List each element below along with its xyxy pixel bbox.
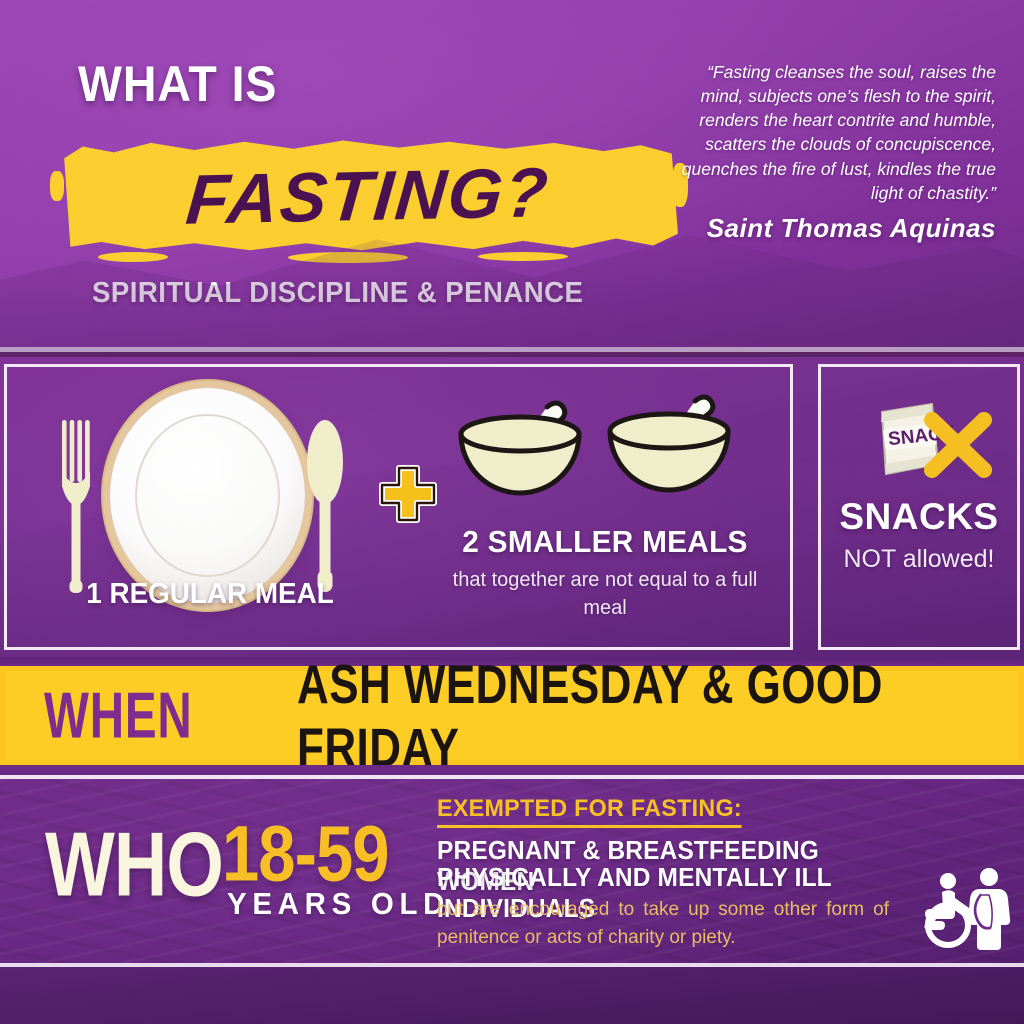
when-banner-inner: WHEN ASH WEDNESDAY & GOOD FRIDAY [6,653,1018,778]
when-banner-gap-top [0,657,1024,666]
age-range: 18-59 [222,810,390,898]
page-kicker: WHAT IS [78,56,278,112]
smaller-meals-sublabel: that together are not equal to a full me… [452,569,758,620]
brush-speck [98,252,168,262]
snacks-title: SNACKS [839,496,999,537]
plus-icon [379,465,437,523]
quote-block: “Fasting cleanses the soul, raises the m… [666,60,996,244]
brush-speck [288,252,408,263]
bowl-icon [458,394,731,496]
age-unit-label: YEARS OLD [227,886,451,921]
regular-meal-label: 1 REGULAR MEAL [86,578,334,610]
when-banner-gap-bottom [0,765,1024,775]
quote-text: “Fasting cleanses the soul, raises the m… [681,62,996,203]
exempted-item-1: PREGNANT & BREASTFEEDING WOMEN [437,835,820,896]
hero-section: WHAT IS FASTING? SPIRITUAL DISCIPLINE & … [0,0,1024,352]
exempted-item-2: PHYSICALLY AND MENTALLY ILL INDIVIDUALS [437,862,832,923]
who-label: WHO [45,813,224,915]
snack-panel [818,364,1020,650]
when-dates: ASH WEDNESDAY & GOOD FRIDAY [297,652,883,779]
brush-speck [672,163,688,207]
quote-author: Saint Thomas Aquinas [706,212,996,243]
plate-icon [110,388,305,603]
brush-speck [478,252,568,261]
title-brush-banner: FASTING? [50,137,688,263]
bottom-divider-rule [0,963,1024,967]
exempted-note: but are encouraged to take up some other… [437,899,889,948]
snack-bag-icon: SNACK [880,402,992,478]
brush-stroke-shape [64,140,678,251]
spoon-icon [307,420,343,592]
brush-speck [50,171,64,201]
when-label: WHEN [44,679,193,752]
smaller-meals-label: 2 SMALLER MEALS [462,524,748,559]
main-meal-panel [4,364,793,650]
bottom-strip [0,967,1024,1024]
section-divider-rule [0,775,1024,779]
meals-section [0,357,1024,657]
wheelchair-icon [924,873,972,948]
pregnant-woman-icon [967,868,1011,950]
exempted-heading: EXEMPTED FOR FASTING: [437,795,742,828]
hero-divider [0,347,1024,352]
page-title: FASTING? [183,153,553,239]
who-icons-group [924,868,1011,950]
fork-icon [62,420,90,593]
when-banner: WHEN ASH WEDNESDAY & GOOD FRIDAY [0,653,1024,778]
snacks-sublabel: NOT allowed! [843,545,995,573]
page-subtitle: SPIRITUAL DISCIPLINE & PENANCE [92,277,584,309]
